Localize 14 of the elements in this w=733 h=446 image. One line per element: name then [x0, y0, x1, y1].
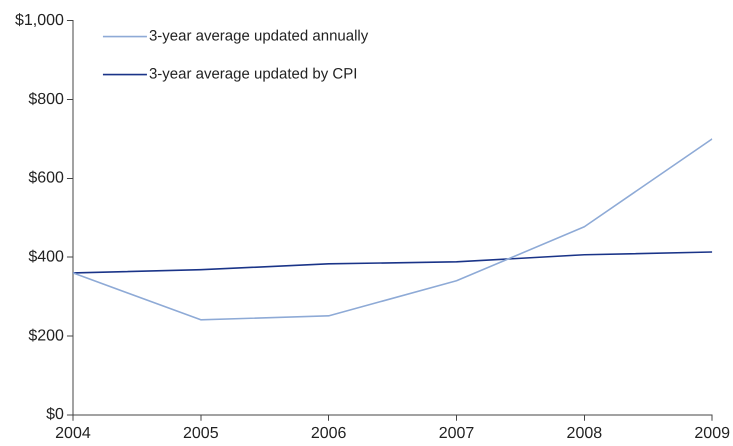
y-tick-label: $800	[28, 90, 64, 108]
x-tick-label: 2009	[694, 424, 730, 442]
y-tick-label: $400	[28, 248, 64, 266]
y-tick-label: $200	[28, 327, 64, 344]
y-tick-label: $600	[28, 170, 64, 187]
legend-label: 3-year average updated annually	[148, 28, 369, 45]
x-tick-label: 2006	[310, 424, 347, 442]
y-tick-label: $1,000	[15, 12, 64, 30]
y-tick-label: $0	[46, 406, 64, 424]
x-tick-label: 2008	[566, 424, 602, 442]
legend-label: 3-year average updated by CPI	[148, 66, 358, 83]
x-tick-label: 2004	[55, 424, 91, 442]
x-tick-label: 2007	[438, 424, 474, 442]
x-tick-label: 2005	[182, 424, 219, 442]
